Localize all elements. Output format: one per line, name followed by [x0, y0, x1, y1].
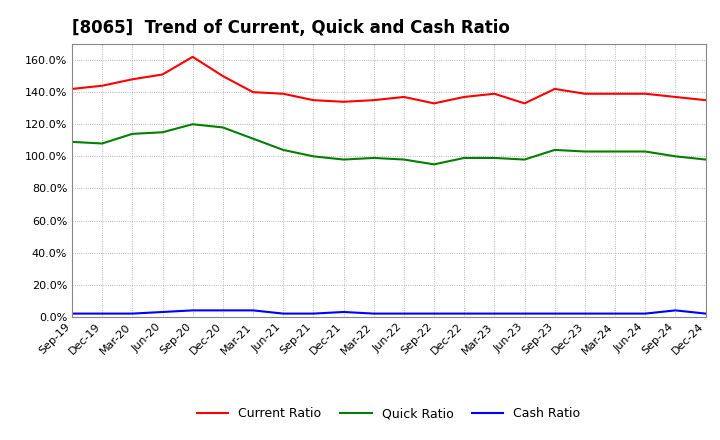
Cash Ratio [158, 309, 167, 315]
Current Ratio [369, 98, 378, 103]
Cash Ratio [68, 311, 76, 316]
Quick Ratio [550, 147, 559, 153]
Quick Ratio [189, 121, 197, 127]
Quick Ratio [460, 155, 469, 161]
Quick Ratio [98, 141, 107, 146]
Line: Cash Ratio: Cash Ratio [72, 310, 706, 314]
Current Ratio [701, 98, 710, 103]
Cash Ratio [701, 311, 710, 316]
Current Ratio [580, 91, 589, 96]
Cash Ratio [248, 308, 257, 313]
Current Ratio [641, 91, 649, 96]
Cash Ratio [430, 311, 438, 316]
Cash Ratio [611, 311, 619, 316]
Current Ratio [189, 54, 197, 59]
Current Ratio [279, 91, 287, 96]
Quick Ratio [279, 147, 287, 153]
Quick Ratio [430, 162, 438, 167]
Cash Ratio [521, 311, 529, 316]
Quick Ratio [611, 149, 619, 154]
Current Ratio [611, 91, 619, 96]
Cash Ratio [671, 308, 680, 313]
Current Ratio [158, 72, 167, 77]
Quick Ratio [400, 157, 408, 162]
Cash Ratio [98, 311, 107, 316]
Cash Ratio [339, 309, 348, 315]
Cash Ratio [369, 311, 378, 316]
Current Ratio [671, 94, 680, 99]
Quick Ratio [369, 155, 378, 161]
Current Ratio [309, 98, 318, 103]
Current Ratio [248, 89, 257, 95]
Quick Ratio [580, 149, 589, 154]
Current Ratio [550, 86, 559, 92]
Cash Ratio [128, 311, 137, 316]
Quick Ratio [128, 131, 137, 136]
Current Ratio [490, 91, 499, 96]
Quick Ratio [158, 130, 167, 135]
Quick Ratio [219, 125, 228, 130]
Current Ratio [219, 73, 228, 79]
Quick Ratio [521, 157, 529, 162]
Cash Ratio [279, 311, 287, 316]
Current Ratio [430, 101, 438, 106]
Quick Ratio [641, 149, 649, 154]
Cash Ratio [400, 311, 408, 316]
Quick Ratio [339, 157, 348, 162]
Quick Ratio [701, 157, 710, 162]
Quick Ratio [68, 139, 76, 144]
Current Ratio [98, 83, 107, 88]
Cash Ratio [580, 311, 589, 316]
Line: Current Ratio: Current Ratio [72, 57, 706, 103]
Cash Ratio [550, 311, 559, 316]
Cash Ratio [219, 308, 228, 313]
Current Ratio [128, 77, 137, 82]
Line: Quick Ratio: Quick Ratio [72, 124, 706, 165]
Cash Ratio [641, 311, 649, 316]
Quick Ratio [309, 154, 318, 159]
Text: [8065]  Trend of Current, Quick and Cash Ratio: [8065] Trend of Current, Quick and Cash … [72, 19, 510, 37]
Cash Ratio [490, 311, 499, 316]
Cash Ratio [460, 311, 469, 316]
Quick Ratio [490, 155, 499, 161]
Legend: Current Ratio, Quick Ratio, Cash Ratio: Current Ratio, Quick Ratio, Cash Ratio [192, 402, 585, 425]
Current Ratio [460, 94, 469, 99]
Current Ratio [400, 94, 408, 99]
Cash Ratio [189, 308, 197, 313]
Quick Ratio [248, 136, 257, 141]
Current Ratio [521, 101, 529, 106]
Current Ratio [68, 86, 76, 92]
Quick Ratio [671, 154, 680, 159]
Cash Ratio [309, 311, 318, 316]
Current Ratio [339, 99, 348, 104]
